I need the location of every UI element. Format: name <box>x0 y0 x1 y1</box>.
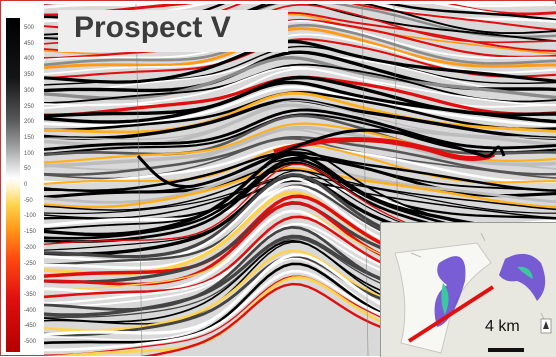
colorbar-tick: 300 <box>24 87 35 94</box>
colorbar-tick: -450 <box>24 323 37 330</box>
colorbar-tick: -200 <box>24 244 37 251</box>
figure-title: Prospect V <box>74 11 231 44</box>
compass-icon <box>540 318 552 334</box>
title-box <box>58 10 288 52</box>
colorbar-ramp <box>6 18 20 352</box>
colorbar-tick: 500 <box>24 25 35 31</box>
colorbar-tick: 0 <box>24 182 28 188</box>
scale-bar <box>488 348 524 352</box>
colorbar-tick: -250 <box>24 260 37 267</box>
basin-outline-2 <box>499 253 546 301</box>
colorbar-tick: 350 <box>24 72 35 79</box>
colorbar-tick: -300 <box>24 276 37 283</box>
colorbar-tick: 150 <box>24 134 35 141</box>
section-line <box>407 285 495 343</box>
scale-label: 4 km <box>485 318 520 335</box>
colorbar-tick: 450 <box>24 40 35 47</box>
colorbar-tick: -350 <box>24 291 37 298</box>
colorbar-tick: -500 <box>24 339 37 345</box>
colorbar-tick: 100 <box>24 150 35 157</box>
colorbar-tick: 200 <box>24 119 35 126</box>
colorbar-tick: 250 <box>24 103 35 110</box>
colorbar-tick: 50 <box>24 166 31 173</box>
colorbar-tick: 400 <box>24 56 35 63</box>
horizon-interpretation-line <box>136 128 506 189</box>
colorbar-tick: -100 <box>24 213 37 220</box>
colorbar-tick: -400 <box>24 307 37 314</box>
colorbar-tick: -50 <box>24 197 33 204</box>
colorbar-tick: -150 <box>24 229 37 236</box>
basin-outline-1 <box>434 256 466 327</box>
amplitude-colorbar: 500 450 400 350 300 250 200 150 100 50 0 -50 -100 -15… <box>4 18 44 352</box>
map-inset <box>380 222 556 357</box>
